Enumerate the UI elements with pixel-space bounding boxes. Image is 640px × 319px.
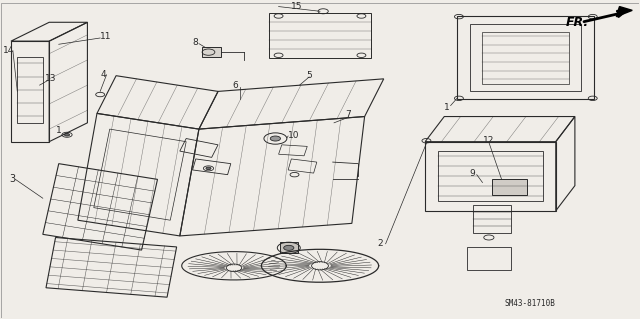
Circle shape — [270, 136, 280, 141]
Text: 2: 2 — [378, 239, 383, 248]
Polygon shape — [616, 7, 632, 17]
Text: 12: 12 — [483, 136, 494, 145]
Text: 14: 14 — [3, 46, 15, 55]
Text: FR.: FR. — [565, 16, 588, 29]
Text: 1: 1 — [56, 126, 61, 135]
Polygon shape — [492, 179, 527, 195]
Text: 13: 13 — [45, 74, 56, 83]
Text: 8: 8 — [193, 38, 198, 47]
Text: 9: 9 — [470, 168, 476, 178]
Text: SM43-81710B: SM43-81710B — [505, 299, 556, 308]
Text: 3: 3 — [9, 174, 15, 184]
Circle shape — [206, 167, 211, 170]
Circle shape — [65, 134, 70, 136]
Text: 6: 6 — [232, 81, 238, 90]
Text: 15: 15 — [291, 2, 303, 11]
Text: 11: 11 — [100, 32, 111, 41]
Text: 7: 7 — [346, 110, 351, 120]
Polygon shape — [202, 48, 221, 57]
Text: 4: 4 — [100, 70, 106, 78]
Text: 5: 5 — [306, 71, 312, 80]
Polygon shape — [280, 242, 298, 253]
Text: 10: 10 — [288, 131, 300, 140]
Circle shape — [284, 245, 294, 250]
Text: 1: 1 — [444, 103, 450, 112]
